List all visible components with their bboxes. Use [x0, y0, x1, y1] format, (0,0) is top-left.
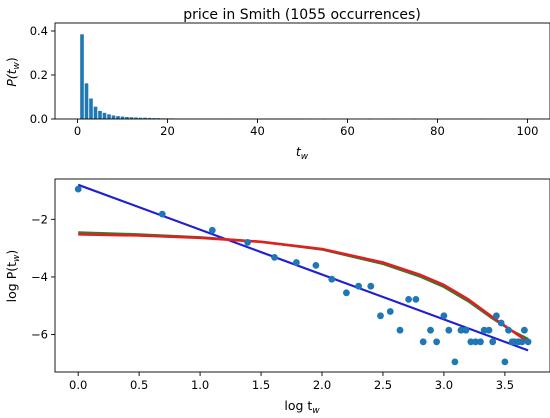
- top-plot-frame: [54, 22, 550, 120]
- scatter-point: [524, 338, 532, 346]
- histogram-bar: [89, 98, 93, 119]
- top-x-ticks: 0 20 40 60 80 100: [74, 119, 539, 138]
- scatter-point: [244, 239, 252, 246]
- fit-line: [78, 233, 529, 343]
- histogram-bar: [143, 117, 147, 119]
- y-tick-label: 0.0: [30, 112, 48, 126]
- histogram-bar: [147, 117, 152, 119]
- bottom-x-ticks: 0.0 0.5 1.0 1.5 2.0 2.5 3.0 3.5: [69, 372, 514, 392]
- histogram-bar: [98, 110, 102, 119]
- scatter-point: [477, 338, 484, 346]
- bottom-x-axis-label: log tw: [284, 398, 320, 416]
- histogram-bar: [134, 117, 138, 119]
- histogram-bar: [129, 117, 134, 119]
- histogram-bar: [107, 114, 111, 119]
- scatter-point: [489, 338, 497, 346]
- scatter-point: [74, 185, 82, 193]
- y-tick-label: −4: [31, 270, 48, 284]
- x-tick-label: 3.5: [496, 378, 514, 392]
- scatter-point: [208, 226, 216, 234]
- y-tick-label: −2: [31, 212, 48, 226]
- top-x-axis-label: tw: [296, 144, 309, 162]
- scatter-point: [328, 275, 336, 283]
- scatter-point: [433, 338, 440, 346]
- x-tick-label: 3.0: [435, 378, 453, 392]
- histogram-bar: [84, 83, 89, 119]
- scatter-point: [343, 289, 350, 297]
- y-tick-label: 0.2: [30, 68, 48, 82]
- x-tick-label: 40: [250, 124, 265, 138]
- scatter-point: [427, 326, 434, 334]
- loglog-subplot: 0.0 0.5 1.0 1.5 2.0 2.5 3.0 3.5 −2 −4 −6 log tw l…: [4, 178, 550, 416]
- y-tick-label: 0.4: [30, 24, 48, 38]
- y-tick-label: −6: [31, 328, 48, 342]
- scatter-point: [377, 312, 384, 320]
- x-tick-label: 60: [340, 124, 355, 138]
- top-y-ticks: 0.0 0.2 0.4: [30, 24, 55, 126]
- x-tick-label: 1.0: [191, 378, 209, 392]
- x-tick-label: 2.5: [374, 378, 392, 392]
- scatter-point: [493, 312, 500, 320]
- top-y-axis-label: P(tw): [4, 57, 22, 87]
- scatter-point: [271, 254, 278, 261]
- scatter-point: [312, 262, 320, 269]
- scatter-point: [419, 338, 427, 346]
- x-tick-label: 0.0: [69, 378, 87, 392]
- scatter-point: [412, 296, 420, 303]
- x-tick-label: 20: [160, 124, 175, 138]
- x-tick-label: 2.0: [313, 378, 331, 392]
- scatter-point: [501, 358, 509, 366]
- scatter-point: [440, 312, 448, 320]
- scatter-point: [355, 282, 362, 290]
- scatter-point: [386, 308, 394, 315]
- scatter-point: [505, 326, 512, 334]
- histogram-bar: [116, 116, 120, 119]
- scatter-point: [480, 326, 488, 334]
- scatter-points: [74, 185, 532, 366]
- scatter-point: [497, 319, 505, 327]
- scatter-point: [485, 326, 493, 334]
- histogram-bar: [102, 112, 107, 119]
- histogram-bar: [93, 106, 98, 119]
- chart-title: price in Smith (1055 occurrences): [183, 7, 421, 23]
- histogram-subplot: price in Smith (1055 occurrences) 0 20 40 6…: [4, 7, 550, 162]
- scatter-point: [457, 326, 465, 334]
- scatter-point: [445, 326, 453, 334]
- x-tick-label: 1.5: [252, 378, 270, 392]
- scatter-point: [405, 296, 412, 303]
- histogram-bar: [120, 116, 125, 119]
- histogram-bar: [138, 117, 143, 119]
- scatter-point: [518, 338, 526, 346]
- histogram-bar: [80, 34, 84, 119]
- fit-lines: [77, 183, 529, 352]
- bottom-y-axis-label: log P(tw): [4, 250, 22, 303]
- scatter-point: [396, 326, 404, 334]
- scatter-point: [462, 326, 470, 334]
- scatter-point: [472, 338, 479, 346]
- histogram-bar: [125, 117, 129, 119]
- fit-line: [77, 183, 529, 352]
- histogram-bar: [111, 115, 116, 119]
- scatter-point: [451, 358, 459, 366]
- scatter-point: [367, 282, 375, 290]
- scatter-point: [521, 326, 528, 334]
- x-tick-label: 0.5: [130, 378, 148, 392]
- x-tick-label: 80: [430, 124, 445, 138]
- x-tick-label: 0: [74, 124, 81, 138]
- bottom-plot-frame: [54, 178, 550, 373]
- bottom-y-ticks: −2 −4 −6: [31, 212, 55, 342]
- scatter-point: [293, 259, 300, 266]
- x-tick-label: 100: [517, 124, 539, 138]
- scatter-point: [158, 210, 166, 218]
- scatter-point: [467, 338, 475, 346]
